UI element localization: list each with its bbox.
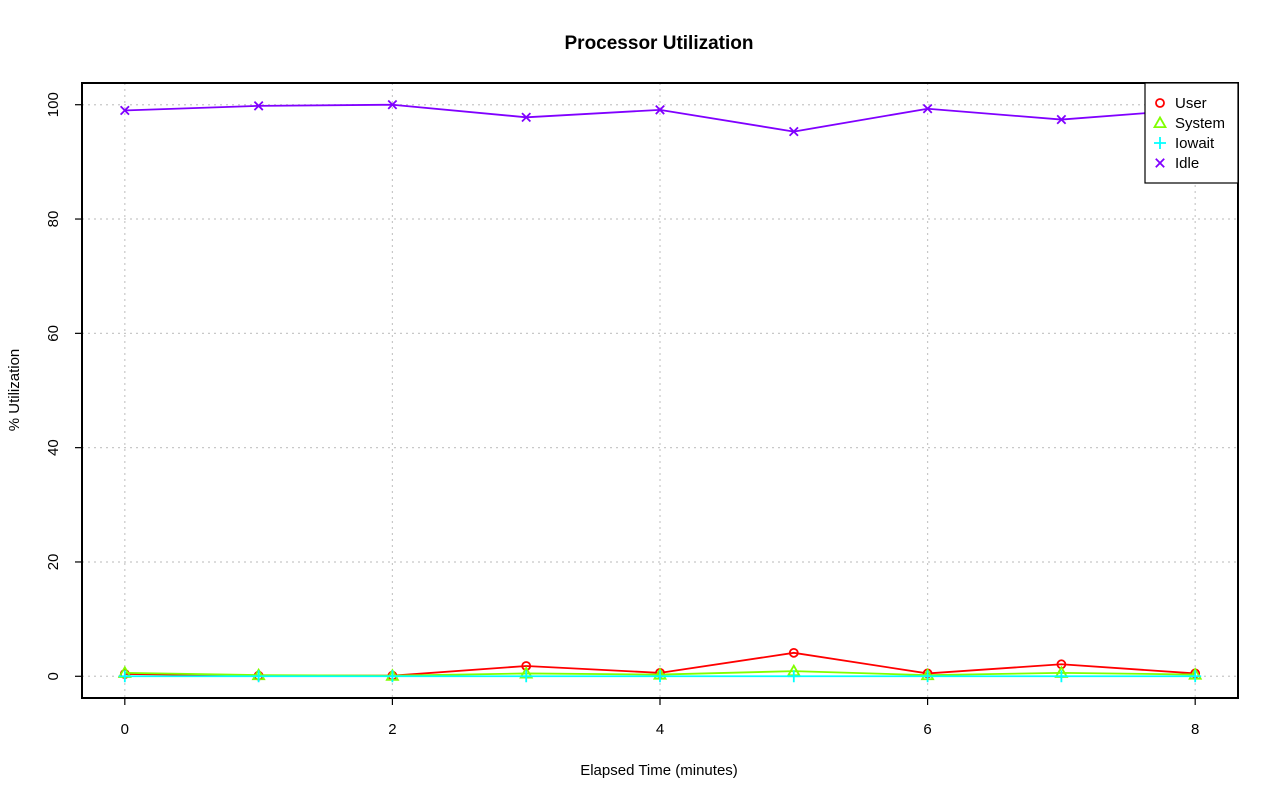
x-axis-label: Elapsed Time (minutes) (580, 762, 738, 779)
x-tick-label-0: 0 (121, 721, 129, 738)
data-point-user-5 (788, 647, 799, 658)
x-tick-label-2: 2 (388, 721, 396, 738)
legend: User System Iowait Idle (1144, 82, 1239, 184)
legend-label-user: User (1175, 95, 1207, 112)
legend-label-system: System (1175, 115, 1225, 132)
data-point-idle-2 (387, 99, 398, 110)
data-point-idle-7 (1056, 114, 1067, 125)
x-tick-label-4: 4 (656, 721, 664, 738)
grid (82, 83, 1238, 698)
data-point-idle-5 (788, 126, 799, 137)
y-tick-label-20: 20 (45, 554, 62, 571)
legend-label-idle: Idle (1175, 155, 1199, 172)
data-point-iowait-5 (787, 670, 800, 683)
data-point-user-3 (521, 661, 532, 671)
y-tick-label-100: 100 (45, 92, 62, 117)
data-point-iowait-7 (1055, 670, 1068, 683)
data-point-iowait-1 (252, 670, 265, 683)
data-point-iowait-2 (386, 670, 399, 683)
data-point-idle-3 (521, 112, 532, 123)
legend-marker-idle (1155, 158, 1165, 168)
x-tick-label-8: 8 (1191, 721, 1199, 738)
series-layer (117, 99, 1203, 683)
data-point-iowait-4 (654, 670, 666, 683)
series-idle (119, 99, 1201, 137)
y-tick-label-80: 80 (45, 211, 62, 228)
series-iowait (118, 670, 1202, 683)
data-point-iowait-6 (921, 670, 934, 683)
y-tick-label-0: 0 (45, 672, 62, 680)
y-tick-label-60: 60 (45, 325, 62, 342)
data-point-idle-6 (922, 103, 933, 114)
legend-marker-iowait (1154, 137, 1166, 149)
y-axis-label: % Utilization (6, 349, 23, 432)
legend-label-iowait: Iowait (1175, 135, 1215, 152)
data-point-idle-1 (253, 101, 264, 111)
data-point-iowait-8 (1189, 670, 1202, 683)
legend-marker-user (1155, 98, 1165, 108)
x-tick-label-6: 6 (923, 721, 931, 738)
chart-title: Processor Utilization (565, 33, 754, 54)
data-point-iowait-3 (520, 670, 533, 683)
data-point-idle-4 (655, 105, 665, 115)
legend-marker-system (1152, 115, 1168, 129)
y-tick-label-40: 40 (45, 439, 62, 456)
data-point-idle-0 (119, 105, 130, 116)
data-point-iowait-0 (118, 670, 131, 683)
